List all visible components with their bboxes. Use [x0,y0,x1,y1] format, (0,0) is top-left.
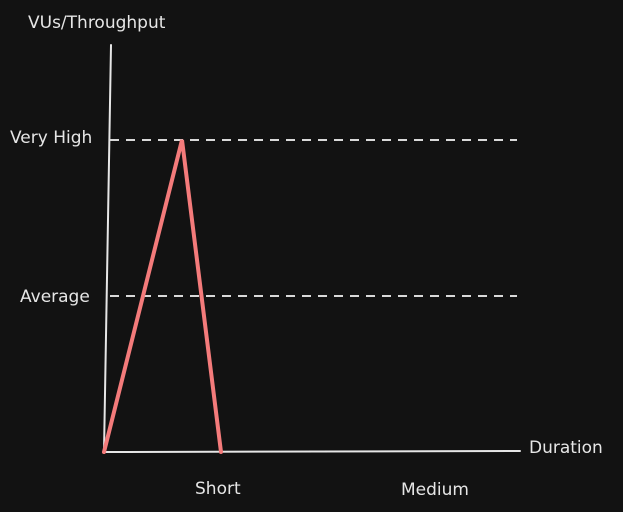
reference-lines-group [110,139,517,297]
x-tick-label-medium: Medium [401,480,469,500]
y-tick-label-average: Average [20,287,90,307]
series-point-0-1 [181,139,183,141]
x-axis-title: Duration [529,438,603,458]
y-axis-title: VUs/Throughput [28,13,166,33]
x-tick-label-short: Short [195,479,241,499]
series-point-0-0 [103,451,105,453]
x-axis-line [103,450,521,453]
series-point-0-2 [220,451,222,453]
series-group [102,139,223,454]
y-tick-label-very-high: Very High [10,128,92,148]
y-axis-line [103,44,112,453]
